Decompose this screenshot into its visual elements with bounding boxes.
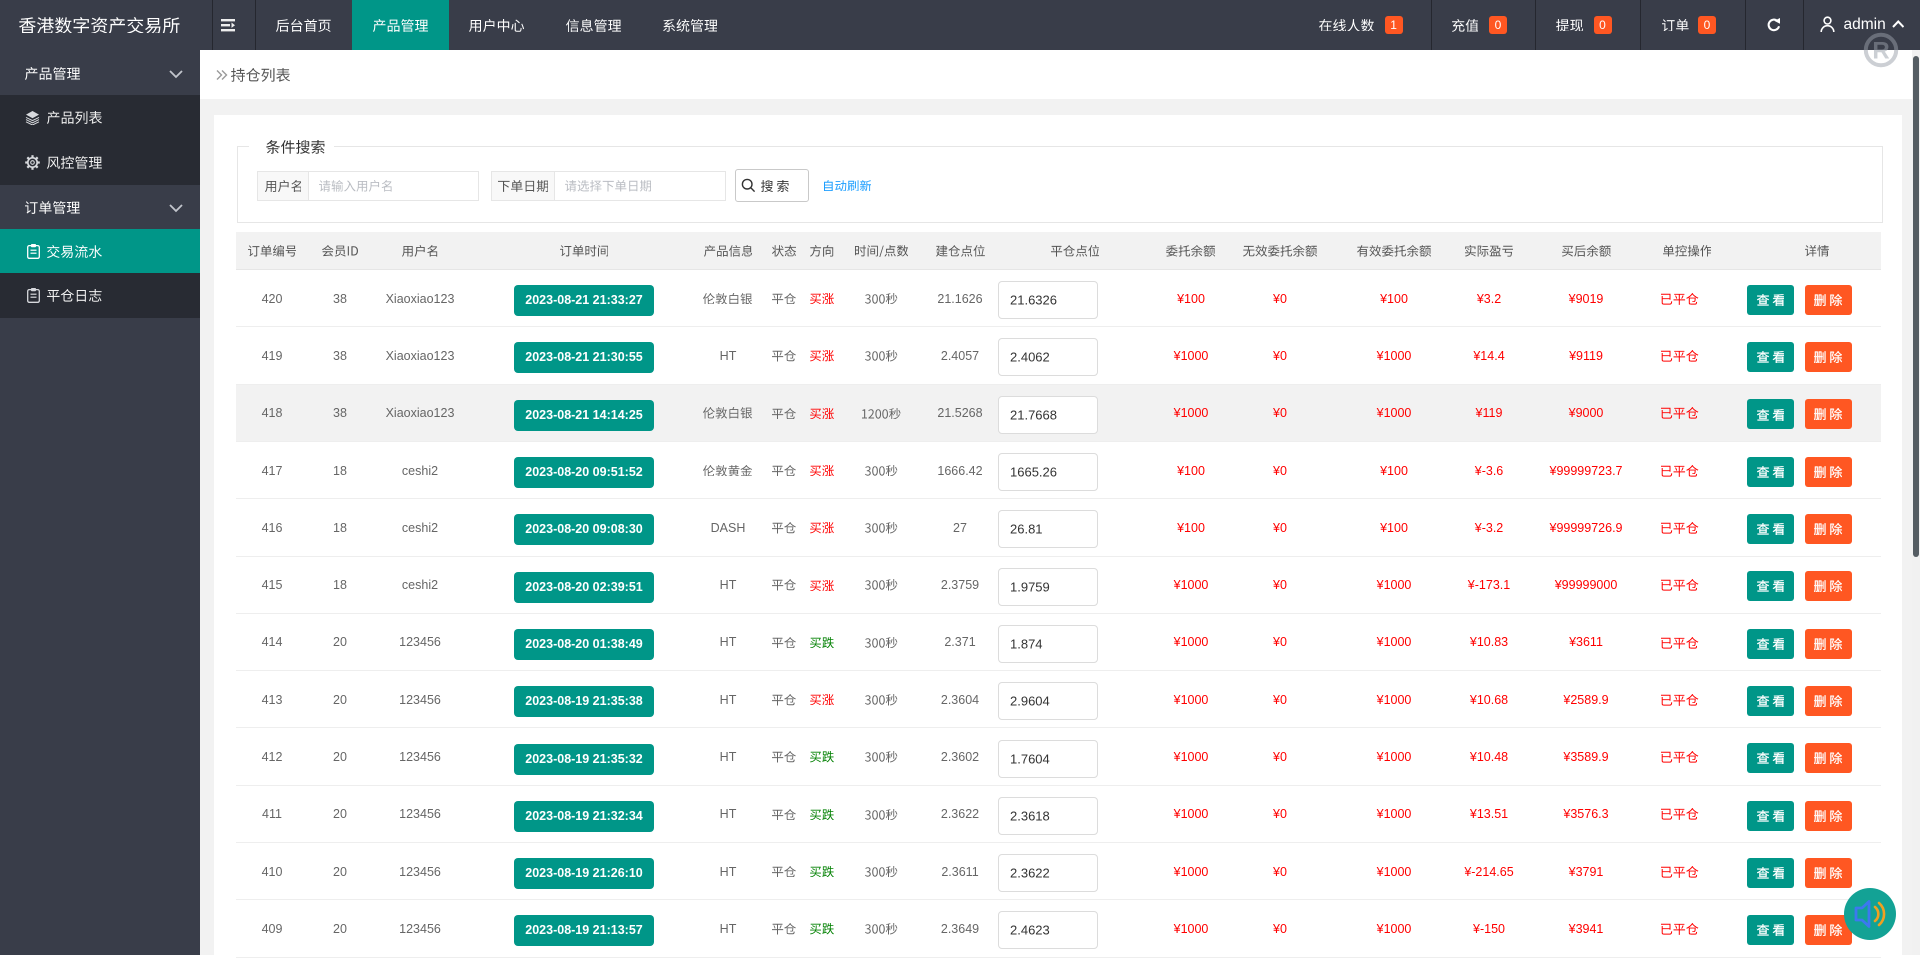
svg-text:R: R: [1872, 38, 1889, 65]
